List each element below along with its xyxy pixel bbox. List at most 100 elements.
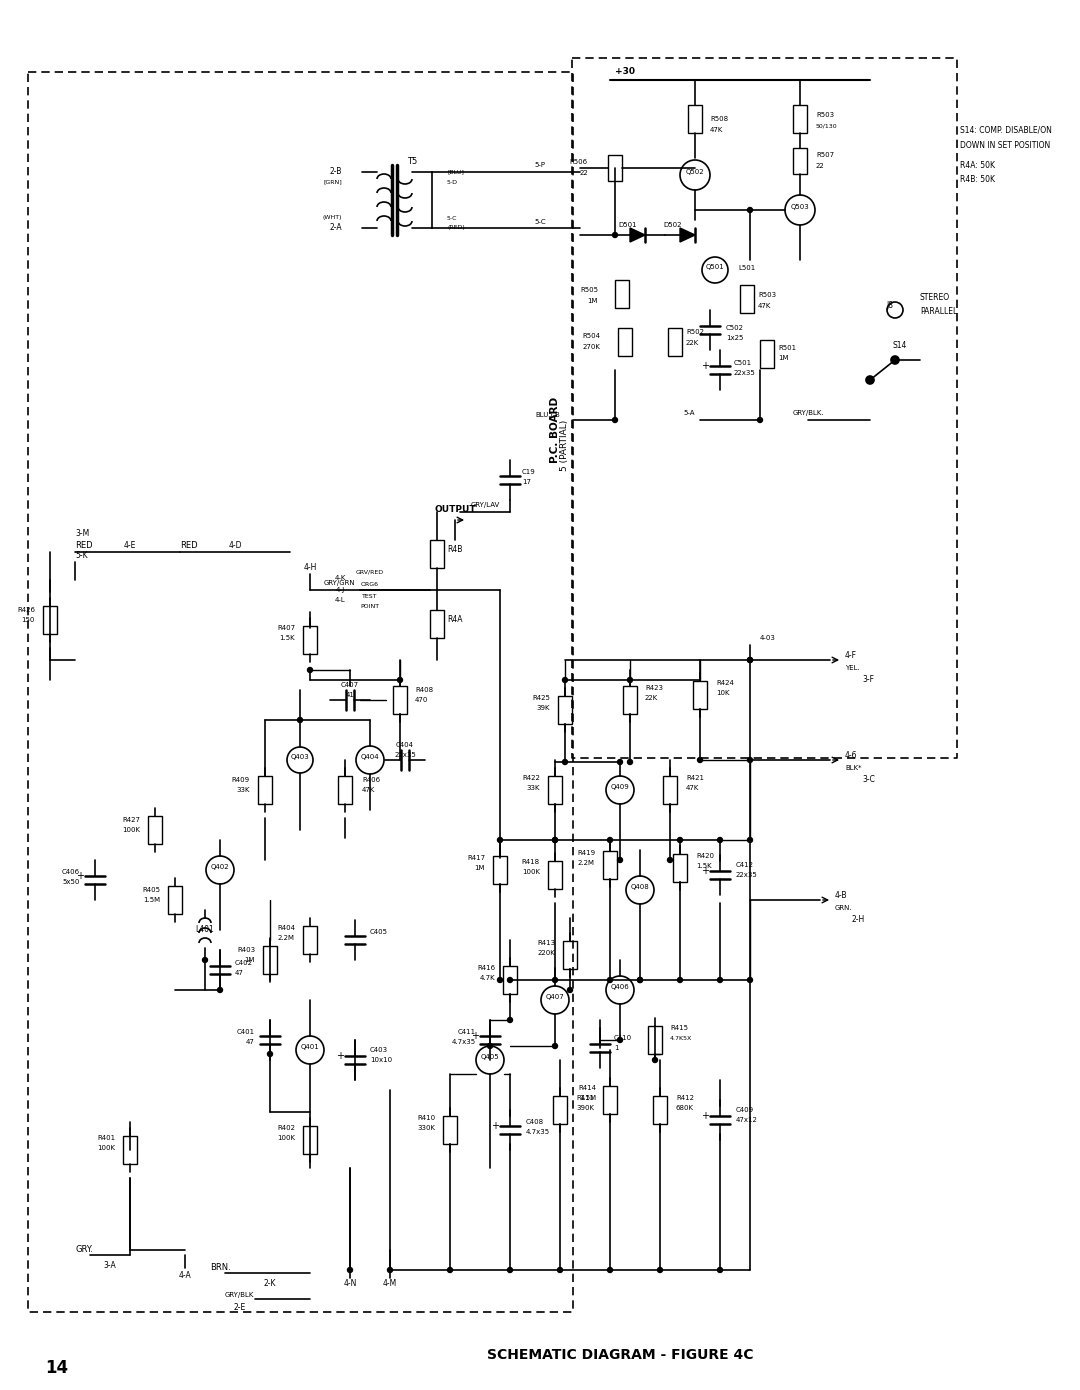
- Circle shape: [508, 977, 513, 983]
- Circle shape: [567, 987, 572, 992]
- Circle shape: [268, 1051, 272, 1056]
- Text: GRN.: GRN.: [835, 905, 852, 910]
- Circle shape: [553, 977, 557, 983]
- Circle shape: [747, 758, 753, 763]
- Circle shape: [348, 1268, 352, 1272]
- Text: C401: C401: [237, 1029, 255, 1036]
- Circle shape: [747, 657, 753, 663]
- Text: 5-A: 5-A: [684, 410, 696, 416]
- Text: 220K: 220K: [537, 949, 555, 956]
- Text: ORG6: ORG6: [361, 581, 379, 587]
- Circle shape: [388, 1268, 392, 1272]
- Text: R411: R411: [576, 1095, 594, 1101]
- Circle shape: [607, 838, 612, 842]
- Text: 2-E: 2-E: [234, 1304, 246, 1312]
- Circle shape: [698, 758, 702, 763]
- Text: (RED): (RED): [447, 225, 464, 231]
- Circle shape: [508, 1268, 513, 1272]
- Text: 5-D: 5-D: [447, 179, 458, 185]
- Text: R409: R409: [232, 777, 249, 783]
- Text: 4-N: 4-N: [343, 1279, 356, 1287]
- Circle shape: [618, 1037, 622, 1042]
- Text: 4-03: 4-03: [760, 635, 775, 641]
- Text: 470: 470: [415, 696, 429, 703]
- Text: RED: RED: [75, 541, 93, 549]
- Text: C407: C407: [341, 682, 359, 688]
- Text: R4B: 50K: R4B: 50K: [960, 175, 995, 185]
- Text: 1.5K: 1.5K: [280, 635, 295, 641]
- Text: R426: R426: [17, 607, 35, 613]
- Circle shape: [498, 838, 502, 842]
- Bar: [303, 626, 318, 655]
- Text: 1M: 1M: [588, 297, 598, 304]
- Text: 22K: 22K: [686, 341, 699, 346]
- Polygon shape: [680, 228, 696, 242]
- Text: R413: R413: [537, 940, 555, 947]
- Circle shape: [717, 838, 723, 842]
- Text: YEL.: YEL.: [845, 664, 860, 671]
- Text: 17: 17: [522, 480, 531, 485]
- Text: 2-A: 2-A: [329, 224, 342, 232]
- Text: (WHT): (WHT): [323, 215, 342, 221]
- Text: 1: 1: [615, 1045, 619, 1051]
- Bar: [258, 776, 272, 803]
- Text: SCHEMATIC DIAGRAM - FIGURE 4C: SCHEMATIC DIAGRAM - FIGURE 4C: [487, 1348, 753, 1362]
- Bar: [603, 1086, 617, 1113]
- Circle shape: [747, 657, 753, 663]
- Circle shape: [618, 858, 622, 863]
- Bar: [648, 1026, 662, 1054]
- Text: 5x50: 5x50: [63, 878, 80, 885]
- Text: R425: R425: [532, 695, 550, 701]
- Text: 22: 22: [816, 163, 825, 170]
- Text: 2-H: 2-H: [852, 916, 865, 924]
- Bar: [168, 885, 183, 915]
- Bar: [793, 147, 807, 174]
- Circle shape: [287, 746, 313, 773]
- Text: GRY.: GRY.: [75, 1245, 93, 1255]
- Bar: [623, 687, 637, 714]
- Text: DOWN IN SET POSITION: DOWN IN SET POSITION: [960, 140, 1050, 150]
- Bar: [43, 606, 57, 634]
- Circle shape: [508, 1017, 513, 1023]
- Bar: [303, 926, 318, 954]
- Text: D502: D502: [664, 222, 683, 228]
- Text: R508: R508: [710, 115, 728, 122]
- Text: 39K: 39K: [537, 705, 550, 712]
- Text: C404: C404: [396, 742, 414, 748]
- Bar: [430, 539, 444, 569]
- Text: 22: 22: [579, 170, 588, 177]
- Bar: [548, 776, 562, 803]
- Circle shape: [607, 977, 612, 983]
- Text: +: +: [701, 361, 708, 371]
- Text: 4-E: 4-E: [124, 541, 136, 549]
- Text: STEREO: STEREO: [920, 293, 950, 303]
- Text: BLU5-B: BLU5-B: [536, 411, 561, 418]
- Text: 3-F: 3-F: [862, 676, 874, 684]
- Text: 4.7K5X: 4.7K5X: [670, 1036, 692, 1041]
- Text: 5-P: 5-P: [535, 163, 545, 168]
- Circle shape: [757, 417, 762, 423]
- Text: 33K: 33K: [527, 785, 540, 791]
- Text: 41: 41: [346, 692, 354, 698]
- Text: 4-A: 4-A: [178, 1270, 191, 1280]
- Text: C19: C19: [522, 468, 536, 475]
- Text: 270K: 270K: [582, 343, 600, 350]
- Text: 5-K: 5-K: [75, 550, 87, 560]
- Text: TEST: TEST: [362, 594, 378, 599]
- Text: 5-C: 5-C: [447, 215, 458, 221]
- Text: J8: J8: [887, 300, 893, 310]
- Text: 390K: 390K: [576, 1105, 594, 1111]
- Text: 47: 47: [246, 1038, 255, 1045]
- Circle shape: [667, 858, 673, 863]
- Text: Q501: Q501: [705, 264, 725, 270]
- Circle shape: [627, 759, 633, 765]
- Text: C409: C409: [735, 1106, 754, 1113]
- Text: R403: R403: [237, 947, 255, 954]
- Text: GRV/RED: GRV/RED: [356, 570, 384, 574]
- Text: 22x35: 22x35: [735, 872, 758, 878]
- Text: BRN.: BRN.: [210, 1264, 231, 1272]
- Text: 4-K: 4-K: [335, 575, 346, 581]
- Circle shape: [717, 977, 723, 983]
- Text: 4.7x35: 4.7x35: [526, 1129, 550, 1136]
- Text: R406: R406: [362, 777, 380, 783]
